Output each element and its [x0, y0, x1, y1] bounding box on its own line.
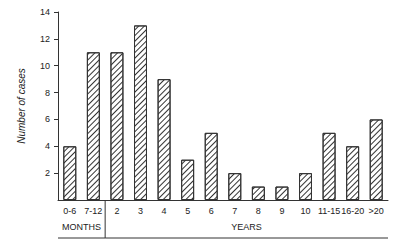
svg-text:YEARS: YEARS [231, 222, 262, 232]
svg-text:10: 10 [300, 206, 310, 216]
svg-text:11-15: 11-15 [318, 206, 340, 216]
svg-text:7: 7 [232, 206, 237, 216]
svg-text:8: 8 [256, 206, 261, 216]
svg-text:7-12: 7-12 [84, 206, 102, 216]
svg-text:12: 12 [40, 34, 50, 44]
svg-text:4: 4 [162, 206, 167, 216]
svg-text:MONTHS: MONTHS [62, 222, 101, 232]
svg-text:8: 8 [45, 88, 50, 98]
svg-text:>20: >20 [369, 206, 384, 216]
svg-text:6: 6 [209, 206, 214, 216]
svg-text:2: 2 [114, 206, 119, 216]
svg-text:5: 5 [185, 206, 190, 216]
svg-text:Number of cases: Number of cases [16, 68, 27, 144]
svg-text:10: 10 [40, 61, 50, 71]
svg-text:0-6: 0-6 [63, 206, 76, 216]
svg-text:16-20: 16-20 [341, 206, 364, 216]
svg-text:4: 4 [45, 141, 50, 151]
svg-text:6: 6 [45, 114, 50, 124]
svg-text:2: 2 [45, 168, 50, 178]
svg-text:9: 9 [279, 206, 284, 216]
svg-text:3: 3 [138, 206, 143, 216]
svg-text:14: 14 [40, 7, 50, 17]
